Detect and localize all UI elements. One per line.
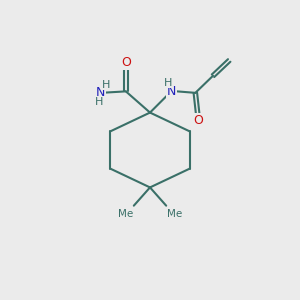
Text: O: O <box>121 56 131 69</box>
Text: N: N <box>167 85 176 98</box>
Text: Me: Me <box>118 209 133 219</box>
Text: H: H <box>95 97 103 107</box>
Text: H: H <box>164 77 172 88</box>
Text: O: O <box>193 114 202 127</box>
Text: Me: Me <box>167 209 182 219</box>
Text: N: N <box>96 86 106 99</box>
Text: H: H <box>102 80 110 90</box>
